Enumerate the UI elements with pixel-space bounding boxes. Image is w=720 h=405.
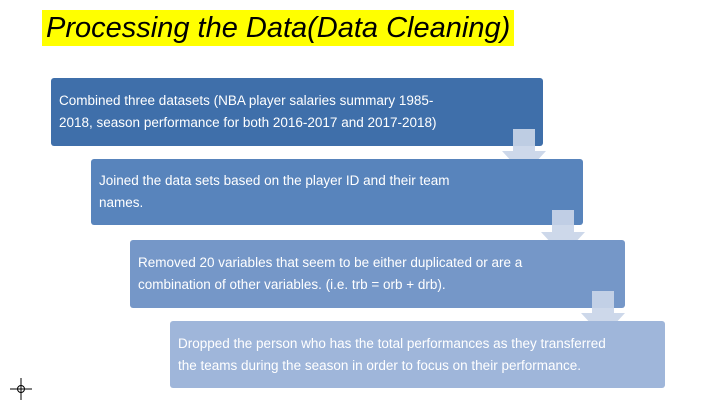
down-arrow-icon (581, 291, 625, 337)
process-step-2-text: Joined the data sets based on the player… (99, 173, 450, 210)
slide-title: Processing the Data(Data Cleaning) (42, 10, 515, 46)
down-arrow-icon (502, 129, 546, 175)
process-step-3: Removed 20 variables that seem to be eit… (130, 240, 625, 308)
process-step-2: Joined the data sets based on the player… (91, 159, 583, 225)
down-arrow-icon (541, 210, 585, 256)
process-step-1-text: Combined three datasets (NBA player sala… (59, 93, 437, 130)
crosshair-icon (10, 378, 32, 400)
process-step-1: Combined three datasets (NBA player sala… (51, 78, 543, 146)
process-step-3-text: Removed 20 variables that seem to be eit… (138, 255, 523, 292)
process-step-4-text: Dropped the person who has the total per… (178, 335, 606, 373)
process-step-4: Dropped the person who has the total per… (170, 321, 665, 388)
